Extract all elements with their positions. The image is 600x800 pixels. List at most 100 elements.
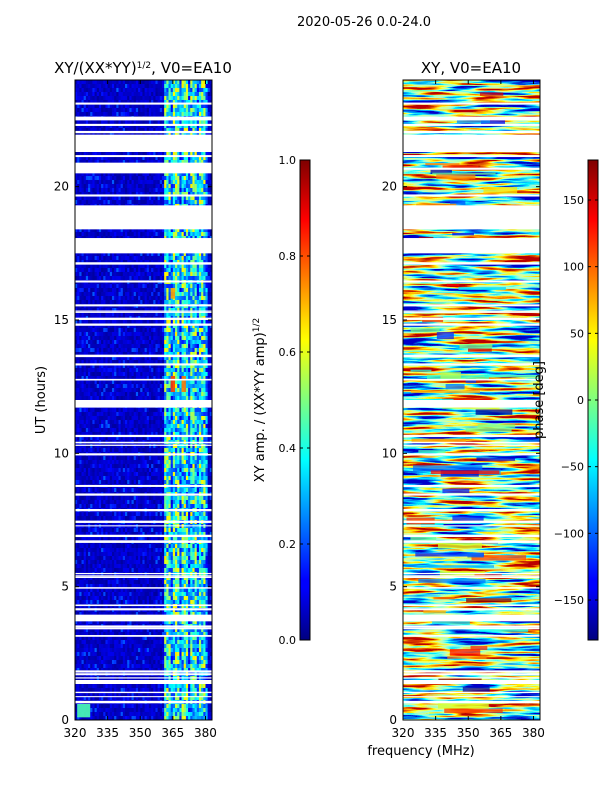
amplitude-cell: [85, 312, 89, 317]
amplitude-cell: [81, 296, 84, 301]
amplitude-cell: [153, 332, 156, 337]
amplitude-cell: [77, 352, 80, 357]
amplitude-cell: [146, 368, 150, 373]
amplitude-cell: [153, 100, 156, 105]
amplitude-cell: [94, 228, 98, 233]
amplitude-cell: [205, 104, 208, 109]
amplitude-cell: [127, 352, 130, 357]
amplitude-cell: [85, 296, 89, 301]
amplitude-cell: [153, 276, 156, 281]
amplitude-cell: [192, 92, 195, 97]
amplitude-cell: [168, 288, 171, 293]
amplitude-cell: [85, 256, 89, 261]
amplitude-cell: [88, 356, 91, 361]
amplitude-cell: [120, 132, 124, 137]
amplitude-cell: [125, 132, 128, 137]
amplitude-cell: [146, 328, 150, 333]
amplitude-cell: [118, 312, 121, 317]
amplitude-cell: [192, 380, 195, 385]
amplitude-cell: [81, 336, 84, 341]
amplitude-cell: [90, 356, 93, 361]
amplitude-cell: [118, 176, 121, 181]
amplitude-cell: [179, 156, 182, 161]
amplitude-cell: [103, 100, 106, 105]
amplitude-cell: [144, 256, 148, 261]
amplitude-cell: [94, 296, 98, 301]
amplitude-cell: [148, 352, 152, 357]
amplitude-cell: [157, 300, 161, 305]
amplitude-cell: [183, 340, 187, 345]
amplitude-cell: [170, 200, 174, 205]
amplitude-cell: [81, 84, 84, 89]
amplitude-cell: [151, 188, 154, 193]
amplitude-cell: [170, 252, 174, 257]
amplitude-cell: [196, 312, 200, 317]
amplitude-cell: [135, 180, 139, 185]
amplitude-cell: [105, 384, 108, 389]
amplitude-cell: [127, 284, 130, 289]
amplitude-cell: [157, 152, 161, 157]
amplitude-cell: [94, 120, 98, 125]
amplitude-cell: [181, 124, 185, 129]
amplitude-cell: [205, 176, 208, 181]
amplitude-cell: [111, 96, 115, 101]
amplitude-cell: [148, 100, 152, 105]
amplitude-cell: [148, 180, 152, 185]
amplitude-cell: [125, 392, 128, 397]
amplitude-cell: [98, 320, 102, 325]
amplitude-cell: [103, 312, 106, 317]
amplitude-cell: [101, 396, 104, 401]
amplitude-cell: [79, 184, 82, 189]
amplitude-cell: [146, 364, 150, 369]
amplitude-cell: [127, 88, 130, 93]
amplitude-cell: [122, 392, 126, 397]
amplitude-cell: [161, 100, 165, 105]
amplitude-cell: [203, 284, 206, 289]
amplitude-cell: [118, 392, 121, 397]
amplitude-cell: [88, 308, 91, 313]
amplitude-cell: [133, 328, 137, 333]
amplitude-cell: [177, 104, 180, 109]
amplitude-cell: [75, 192, 78, 197]
amplitude-cell: [179, 184, 182, 189]
amplitude-cell: [151, 152, 154, 157]
amplitude-cell: [175, 88, 178, 93]
amplitude-cell: [203, 92, 206, 97]
amplitude-cell: [98, 80, 102, 85]
amplitude-cell: [192, 156, 195, 161]
amplitude-cell: [129, 180, 132, 185]
amplitude-cell: [155, 292, 158, 297]
amplitude-cell: [83, 228, 87, 233]
amplitude-cell: [116, 336, 119, 341]
amplitude-cell: [142, 200, 145, 205]
amplitude-cell: [77, 356, 80, 361]
amplitude-cell: [83, 300, 87, 305]
amplitude-cell: [185, 300, 189, 305]
amplitude-cell: [185, 180, 189, 185]
amplitude-cell: [181, 308, 185, 313]
amplitude-cell: [77, 376, 80, 381]
amplitude-cell: [83, 348, 87, 353]
amplitude-cell: [201, 276, 204, 281]
amplitude-cell: [207, 276, 211, 281]
amplitude-cell: [166, 96, 169, 101]
amplitude-cell: [125, 188, 128, 193]
amplitude-cell: [88, 324, 91, 329]
amplitude-cell: [170, 232, 174, 237]
amplitude-cell: [166, 196, 169, 201]
amplitude-cell: [181, 256, 185, 261]
amplitude-cell: [107, 308, 111, 313]
amplitude-cell: [151, 124, 154, 129]
amplitude-cell: [194, 264, 198, 269]
amplitude-cell: [144, 312, 148, 317]
amplitude-cell: [190, 180, 193, 185]
amplitude-cell: [127, 320, 130, 325]
amplitude-cell: [185, 388, 189, 393]
amplitude-cell: [164, 284, 167, 289]
amplitude-cell: [177, 312, 180, 317]
amplitude-cell: [90, 108, 93, 113]
amplitude-cell: [81, 156, 84, 161]
amplitude-cell: [198, 292, 202, 297]
amplitude-cell: [120, 320, 124, 325]
amplitude-cell: [133, 188, 137, 193]
